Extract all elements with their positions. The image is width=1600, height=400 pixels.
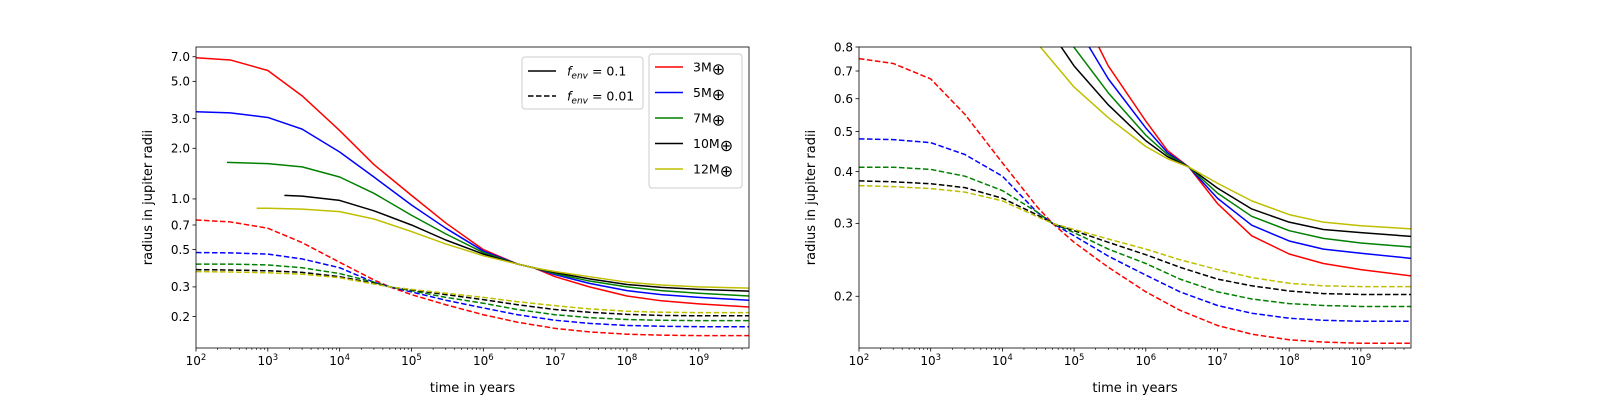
left-x-tick-label: 102 <box>186 353 207 368</box>
legend-envelope-fraction: fenv = 0.1 fenv = 0.01 <box>521 56 644 110</box>
right-y-ticks: 0.8 0.7 0.6 0.5 0.4 0.3 0.2 <box>834 40 859 304</box>
left-series-line-dashed-7 <box>196 263 749 322</box>
legend-envelope-label: fenv = 0.01 <box>567 89 634 107</box>
right-series-line-dashed-5 <box>859 57 1411 345</box>
right-series-group <box>859 47 1411 345</box>
right-series-line-dashed-8 <box>859 180 1411 296</box>
left-x-tick-label: 109 <box>688 353 709 368</box>
right-x-tick-label: 105 <box>1064 353 1085 368</box>
left-x-tick-label: 107 <box>545 353 566 368</box>
right-x-axis-label: time in years <box>1092 381 1177 396</box>
right-y-tick-label: 0.4 <box>834 165 853 179</box>
left-series-line-dashed-6 <box>196 251 749 328</box>
left-series-line-dashed-8 <box>196 268 749 317</box>
right-y-tick-label: 0.7 <box>834 64 853 78</box>
left-series-line-solid-1 <box>196 110 749 301</box>
legend-mass-label: 3M⊕ <box>693 60 725 79</box>
left-series-line-solid-4 <box>256 207 749 289</box>
left-y-tick-label: 1.0 <box>171 192 190 206</box>
legend-mass-label: 10M⊕ <box>693 136 733 155</box>
right-series-line-solid-4 <box>1039 47 1411 230</box>
right-series-line-solid-2 <box>1072 47 1411 248</box>
left-x-ticks: 102 103 104 105 106 107 108 109 <box>186 348 709 368</box>
left-y-tick-label: 3.0 <box>171 112 190 126</box>
right-y-axis-label: radius in jupiter radii <box>804 130 819 265</box>
right-series-line-dashed-7 <box>859 166 1411 308</box>
right-x-tick-label: 107 <box>1207 353 1228 368</box>
right-axes-frame <box>858 46 1412 349</box>
left-y-ticks: 7.0 5.0 3.0 2.0 1.0 0.7 0.5 0.3 0.2 <box>171 50 196 324</box>
right-y-tick-label: 0.6 <box>834 92 853 106</box>
right-x-tick-label: 103 <box>920 353 941 368</box>
right-y-tick-label: 0.2 <box>834 290 853 304</box>
left-y-tick-label: 5.0 <box>171 75 190 89</box>
right-series-line-solid-0 <box>1097 47 1411 277</box>
left-y-tick-label: 0.3 <box>171 280 190 294</box>
legend-mass-label: 5M⊕ <box>693 85 725 104</box>
left-y-axis-label: radius in jupiter radii <box>141 130 156 265</box>
right-y-tick-label: 0.3 <box>834 217 853 231</box>
right-series-line-dashed-6 <box>859 138 1411 323</box>
legend-mass-label: 12M⊕ <box>693 162 733 181</box>
left-x-tick-label: 108 <box>617 353 638 368</box>
right-x-tick-label: 106 <box>1135 353 1156 368</box>
left-series-line-dashed-9 <box>196 270 749 314</box>
right-x-tick-label: 109 <box>1351 353 1372 368</box>
left-y-tick-label: 0.7 <box>171 218 190 232</box>
left-chart-panel: 102 103 104 105 106 107 108 109 7.0 5.0 3.0 2.0 1.0 0… <box>141 46 750 396</box>
left-y-tick-label: 7.0 <box>171 50 190 64</box>
right-x-ticks: 102 103 104 105 106 107 108 109 <box>849 348 1372 368</box>
left-axes-frame <box>195 46 750 349</box>
legend-planet-mass: 3M⊕ 5M⊕ 7M⊕ 10M⊕ 12M⊕ <box>648 53 743 189</box>
left-series-group <box>196 57 749 337</box>
legend-mass-label: 7M⊕ <box>693 111 725 130</box>
right-y-tick-label: 0.5 <box>834 125 853 139</box>
left-y-tick-label: 0.2 <box>171 310 190 324</box>
left-x-tick-label: 104 <box>329 353 350 368</box>
right-series-line-dashed-9 <box>859 184 1411 288</box>
left-series-line-dashed-5 <box>196 219 749 337</box>
right-y-tick-label: 0.8 <box>834 40 853 54</box>
legend-mass-box <box>648 53 743 189</box>
right-x-tick-label: 108 <box>1279 353 1300 368</box>
left-y-tick-label: 0.5 <box>171 243 190 257</box>
right-chart-panel: 102 103 104 105 106 107 108 1090.80.70.60.50.40… <box>804 40 1412 396</box>
left-x-tick-label: 105 <box>401 353 422 368</box>
right-series-line-solid-3 <box>1060 47 1411 238</box>
left-x-tick-label: 103 <box>257 353 278 368</box>
left-x-tick-label: 106 <box>473 353 494 368</box>
right-x-tick-label: 102 <box>849 353 870 368</box>
right-x-tick-label: 104 <box>992 353 1013 368</box>
left-series-line-solid-0 <box>196 57 749 308</box>
left-x-axis-label: time in years <box>430 381 515 396</box>
right-series-line-solid-1 <box>1088 47 1411 260</box>
left-y-tick-label: 2.0 <box>171 142 190 156</box>
legend-envelope-label: fenv = 0.1 <box>567 64 626 82</box>
